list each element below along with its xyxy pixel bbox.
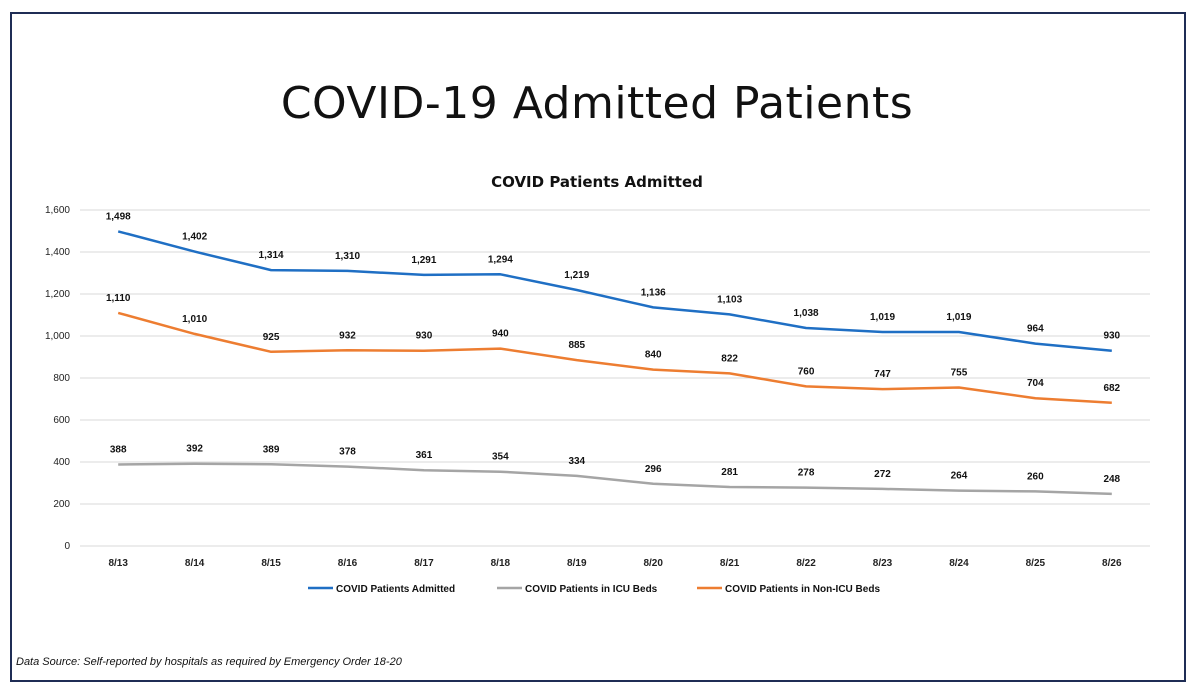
data-label: 1,019 [946,312,971,323]
data-label: 1,314 [259,250,284,261]
data-label: 392 [186,444,203,455]
y-tick-label: 1,600 [45,205,70,216]
data-label: 1,038 [794,308,819,319]
y-tick-label: 0 [64,541,70,552]
x-tick-label: 8/13 [108,558,128,569]
data-label: 1,291 [411,255,436,266]
data-label: 361 [416,450,433,461]
y-tick-label: 600 [53,415,70,426]
data-source-footnote: Data Source: Self-reported by hospitals … [16,656,402,668]
data-label: 334 [568,456,585,467]
x-tick-label: 8/25 [1026,558,1046,569]
data-label: 840 [645,350,662,361]
data-label: 1,498 [106,211,131,222]
data-label: 755 [951,367,968,378]
legend-label-2: COVID Patients in ICU Beds [525,584,658,595]
data-label: 281 [721,467,738,478]
x-tick-label: 8/26 [1102,558,1122,569]
x-tick-label: 8/15 [261,558,281,569]
data-label: 388 [110,445,127,456]
data-label: 272 [874,469,891,480]
data-label: 760 [798,366,815,377]
data-label: 278 [798,468,815,479]
data-label: 932 [339,330,356,341]
data-label: 1,294 [488,254,513,265]
chart-frame [10,12,1186,682]
y-tick-label: 1,200 [45,289,70,300]
data-label: 1,103 [717,294,742,305]
data-label: 378 [339,447,356,458]
data-label: 1,310 [335,251,360,262]
data-label: 1,019 [870,312,895,323]
data-label: 682 [1103,383,1120,394]
data-label: 940 [492,329,509,340]
series-line-2 [118,462,1112,496]
page-title: COVID-19 Admitted Patients [280,78,914,129]
data-label: 354 [492,452,509,463]
data-label: 925 [263,332,280,343]
series-line-1 [117,230,1112,352]
data-label: 885 [568,340,585,351]
x-tick-label: 8/22 [796,558,816,569]
data-label: 930 [416,331,433,342]
data-label: 930 [1103,331,1120,342]
data-label: 1,219 [564,270,589,281]
series-line-3 [117,311,1112,405]
x-tick-label: 8/21 [720,558,740,569]
x-tick-label: 8/20 [643,558,663,569]
x-tick-label: 8/18 [491,558,511,569]
legend-label-1: COVID Patients Admitted [336,584,455,595]
y-tick-label: 800 [53,373,70,384]
data-label: 704 [1027,378,1044,389]
data-label: 822 [721,353,738,364]
data-label: 264 [951,471,968,482]
data-label: 260 [1027,471,1044,482]
y-tick-label: 400 [53,457,70,468]
y-tick-label: 200 [53,499,70,510]
x-tick-label: 8/17 [414,558,434,569]
x-tick-label: 8/19 [567,558,587,569]
x-tick-label: 8/23 [873,558,893,569]
y-tick-label: 1,000 [45,331,70,342]
data-label: 1,402 [182,232,207,243]
x-tick-label: 8/24 [949,558,969,569]
data-label: 964 [1027,324,1044,335]
data-label: 1,110 [106,293,131,304]
data-label: 1,010 [182,314,207,325]
chart-title: COVID Patients Admitted [491,173,703,191]
data-label: 296 [645,464,662,475]
data-label: 389 [263,444,280,455]
x-tick-label: 8/14 [185,558,205,569]
data-label: 1,136 [641,287,666,298]
y-tick-label: 1,400 [45,247,70,258]
x-tick-label: 8/16 [338,558,358,569]
data-label: 248 [1103,474,1120,485]
legend-label-3: COVID Patients in Non-ICU Beds [725,584,880,595]
data-label: 747 [874,369,891,380]
